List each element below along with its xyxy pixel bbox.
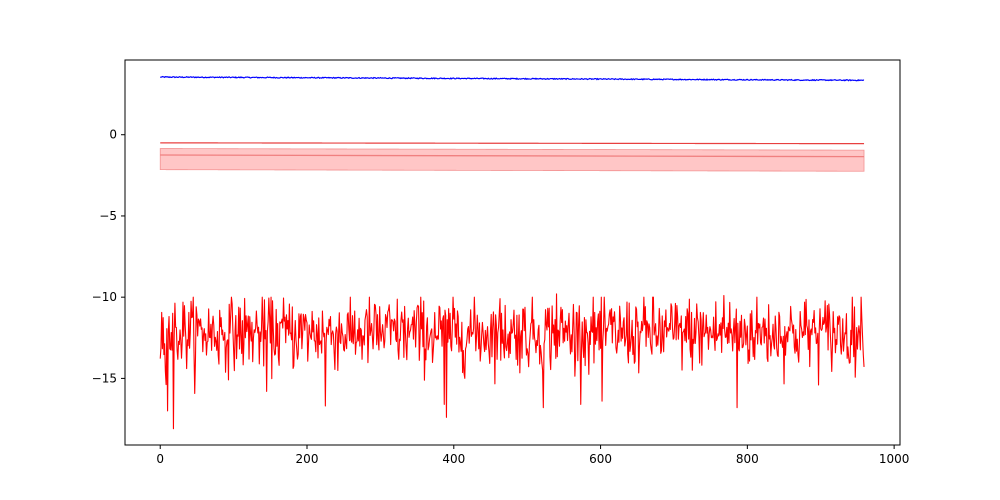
x-tick-label-4: 800 bbox=[736, 452, 759, 466]
y-tick-label-1: −5 bbox=[99, 209, 117, 223]
series-2-band bbox=[159, 148, 865, 172]
x-tick-label-2: 400 bbox=[442, 452, 465, 466]
series-0-line bbox=[159, 75, 865, 82]
plot-area bbox=[159, 75, 865, 430]
series-1-line bbox=[160, 142, 865, 145]
x-tick-label-3: 600 bbox=[589, 452, 612, 466]
y-tick-label-0: 0 bbox=[109, 128, 117, 142]
axes-frame bbox=[124, 59, 901, 446]
series-2-center-line bbox=[160, 154, 865, 158]
x-tick-label-5: 1000 bbox=[879, 452, 910, 466]
axes: 0 200 400 600 800 1000 0 −5 −10 −15 bbox=[92, 59, 910, 466]
series-3-noisy-line bbox=[159, 293, 865, 430]
x-tick-label-0: 0 bbox=[156, 452, 164, 466]
y-tick-label-3: −15 bbox=[92, 371, 117, 385]
y-tick-label-2: −10 bbox=[92, 290, 117, 304]
x-tick-label-1: 200 bbox=[296, 452, 319, 466]
